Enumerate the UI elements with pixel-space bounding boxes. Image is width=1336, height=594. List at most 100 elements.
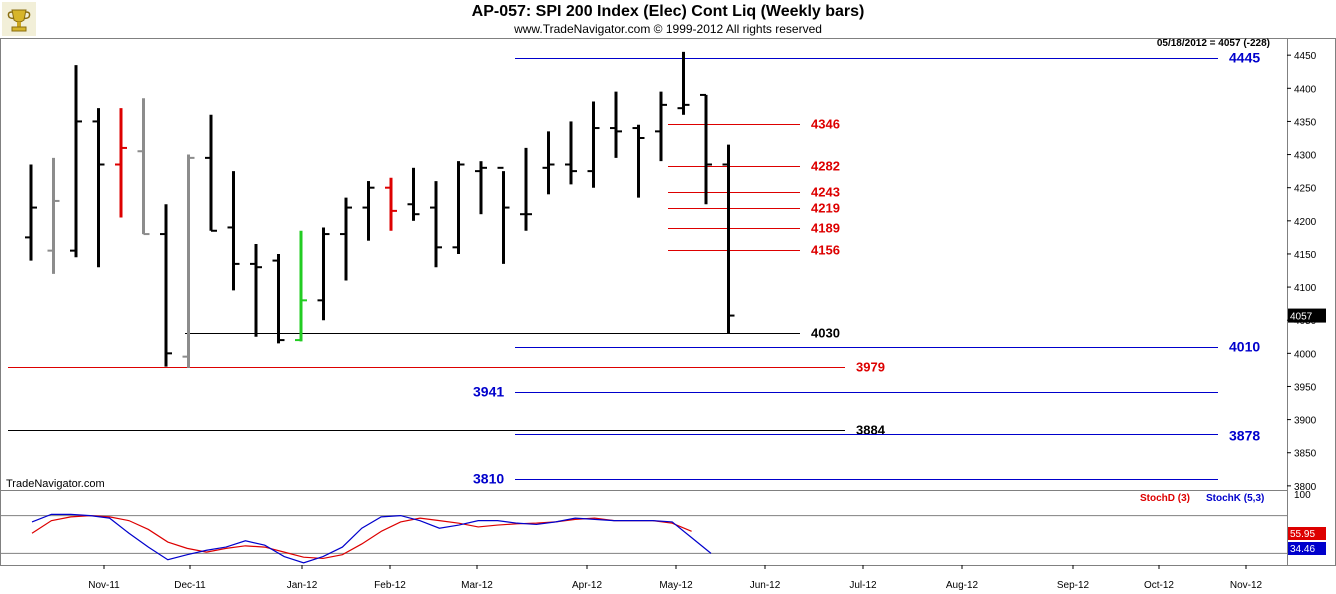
x-tick-label: Nov-12 — [1230, 580, 1263, 591]
stoch-last-value: 34.46 — [1290, 544, 1315, 555]
stoch-last-value-box — [1288, 527, 1326, 540]
stochk-legend: StochK (5,3) — [1206, 493, 1264, 504]
y-tick-label: 4450 — [1294, 51, 1317, 62]
price-axis: 3800 3850 3900 3950 4000 4050 4100 4150 4200 4250… — [1287, 51, 1326, 493]
chart-header: AP-057: SPI 200 Index (Elec) Cont Liq (W… — [0, 0, 1336, 38]
watermark-text: TradeNavigator.com — [6, 478, 105, 490]
stoch-series-line — [31, 513, 712, 564]
ohlc-bar — [227, 171, 240, 291]
level-label-4243: 4243 — [811, 185, 840, 200]
stochastic-panel: 100 StochD (3) StochK (5,3) 55.95 34.46 — [1, 490, 1326, 564]
y-tick-label: 4300 — [1294, 151, 1317, 162]
ohlc-bar — [610, 91, 622, 158]
x-tick-label: Nov-11 — [88, 580, 120, 591]
ohlc-bar — [632, 124, 645, 198]
ohlc-bar — [250, 244, 262, 337]
level-label-3884: 3884 — [856, 423, 886, 438]
y-tick-label: 4400 — [1294, 84, 1317, 95]
ohlc-bar — [115, 108, 127, 218]
level-label-3941: 3941 — [473, 384, 504, 400]
x-tick-label: May-12 — [659, 580, 693, 591]
last-price-label: 4057 — [1290, 312, 1313, 323]
y-tick-label: 4100 — [1294, 283, 1317, 294]
y-tick-label: 3800 — [1294, 482, 1317, 493]
x-tick-label: Jan-12 — [287, 580, 318, 591]
stochd-legend: StochD (3) — [1140, 493, 1190, 504]
ohlc-bar — [70, 65, 82, 258]
ohlc-bar — [182, 154, 195, 368]
ohlc-bar — [92, 108, 105, 268]
y-tick-label: 4150 — [1294, 250, 1317, 261]
chart-title: AP-057: SPI 200 Index (Elec) Cont Liq (W… — [471, 3, 865, 20]
stoch-last-value: 55.95 — [1290, 529, 1315, 540]
x-tick-label: Mar-12 — [461, 580, 493, 591]
ohlc-bar — [317, 227, 330, 321]
time-axis: Nov-11 Dec-11 Jan-12 Feb-12 Mar-12 Apr-12 May-… — [88, 565, 1263, 591]
ohlc-bar — [295, 230, 307, 342]
price-scale-border — [1287, 38, 1336, 566]
price-panel-border — [0, 38, 1288, 491]
level-label-4010: 4010 — [1229, 339, 1260, 355]
level-label-4346: 4346 — [811, 117, 840, 132]
price-bars — [25, 51, 735, 368]
level-label-4445: 4445 — [1229, 50, 1260, 66]
ohlc-bar — [452, 161, 465, 254]
ohlc-bar — [362, 181, 375, 241]
copyright-notice: www.TradeNavigator.com © 1999-2012 All r… — [514, 22, 822, 36]
stoch-series-line — [31, 514, 692, 560]
ohlc-bar — [520, 147, 532, 231]
ohlc-bar — [205, 114, 217, 232]
y-tick-label: 3950 — [1294, 382, 1317, 393]
ohlc-bar — [587, 101, 600, 188]
ohlc-bar — [340, 197, 352, 281]
level-label-4189: 4189 — [811, 221, 840, 236]
ohlc-bar — [385, 177, 397, 231]
ohlc-bar — [47, 157, 60, 274]
y-tick-label: 3900 — [1294, 416, 1317, 427]
y-tick-label: 4000 — [1294, 349, 1317, 360]
ohlc-bar — [655, 91, 667, 162]
x-tick-label: Oct-12 — [1144, 580, 1174, 591]
level-label-4219: 4219 — [811, 201, 840, 216]
ohlc-bar — [677, 51, 690, 115]
last-price-box — [1288, 308, 1326, 323]
chart-frame — [0, 38, 1336, 566]
stochastic-panel-border — [0, 490, 1288, 566]
x-tick-label: Jul-12 — [849, 580, 877, 591]
ohlc-bar — [497, 166, 510, 264]
trade-navigator-trophy-logo-icon — [2, 2, 36, 36]
y-tick-label: 4050 — [1294, 316, 1317, 327]
ohlc-bar — [272, 253, 285, 344]
level-label-4282: 4282 — [811, 159, 840, 174]
ohlc-bar — [25, 164, 37, 261]
stoch-scale-label: 100 — [1294, 490, 1311, 501]
x-tick-label: Apr-12 — [572, 580, 602, 591]
y-tick-label: 4200 — [1294, 217, 1317, 228]
ohlc-bar — [407, 167, 420, 221]
level-label-4030: 4030 — [811, 326, 840, 341]
x-tick-label: Aug-12 — [946, 580, 979, 591]
level-label-4156: 4156 — [811, 243, 840, 258]
level-label-3979: 3979 — [856, 360, 885, 375]
ohlc-bar — [565, 121, 577, 185]
ohlc-bar — [475, 161, 487, 215]
x-tick-label: Sep-12 — [1057, 580, 1090, 591]
ohlc-bar — [722, 144, 735, 334]
x-tick-label: Jun-12 — [750, 580, 781, 591]
ohlc-bar — [160, 204, 172, 367]
x-tick-label: Dec-11 — [174, 580, 206, 591]
ohlc-bar — [137, 98, 150, 236]
price-readout: 05/18/2012 = 4057 (-228) — [1157, 38, 1270, 49]
y-tick-label: 3850 — [1294, 449, 1317, 460]
y-tick-label: 4250 — [1294, 184, 1317, 195]
ohlc-bar — [700, 93, 712, 205]
x-tick-label: Feb-12 — [374, 580, 406, 591]
ohlc-bar — [542, 131, 555, 195]
level-label-3810: 3810 — [473, 471, 504, 487]
y-tick-label: 4350 — [1294, 117, 1317, 128]
level-label-3878: 3878 — [1229, 428, 1260, 444]
ohlc-bar — [430, 181, 442, 268]
stoch-last-value-box — [1288, 542, 1326, 555]
